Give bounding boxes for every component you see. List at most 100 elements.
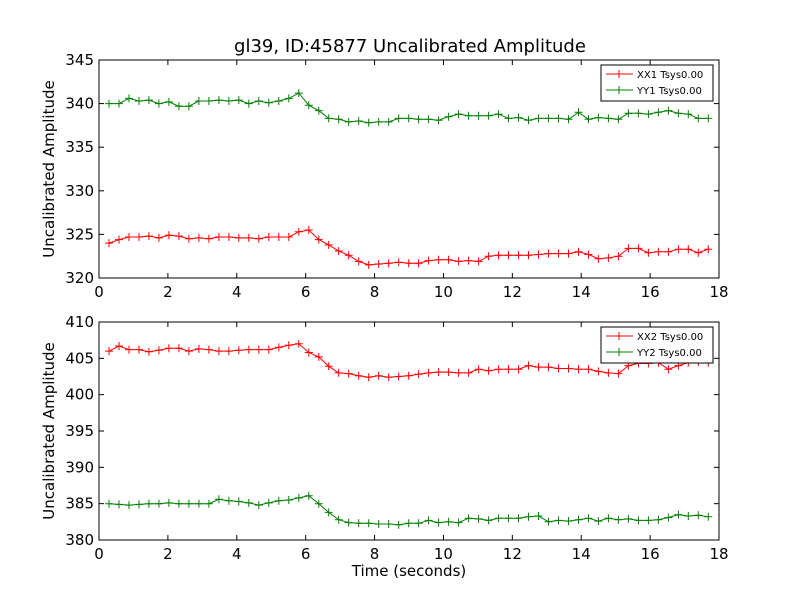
data-point <box>274 343 283 352</box>
legend-entry: XX2 Tsys0.00 <box>637 332 703 343</box>
y-tick-label: 320 <box>65 269 94 287</box>
data-point <box>684 110 693 119</box>
data-point <box>184 102 193 111</box>
data-point <box>564 364 573 373</box>
data-point <box>464 368 473 377</box>
data-point <box>644 110 653 119</box>
data-point <box>464 514 473 523</box>
data-point <box>174 499 183 508</box>
data-point <box>384 259 393 268</box>
data-point <box>704 512 713 521</box>
y-axis-label: Uncalibrated Amplitude <box>40 80 58 257</box>
data-point <box>294 227 303 236</box>
data-point <box>164 97 173 106</box>
y-tick-label: 335 <box>65 138 94 156</box>
series-2-2 <box>105 491 713 529</box>
data-point <box>135 233 143 241</box>
data-point <box>254 501 263 510</box>
x-tick-label: 12 <box>503 545 522 563</box>
y-tick-label: 345 <box>65 51 94 69</box>
data-point <box>105 347 113 356</box>
legend-box <box>600 64 714 102</box>
data-point <box>264 498 273 507</box>
legend-entry: YY1 Tsys0.00 <box>636 86 702 97</box>
data-point <box>135 500 143 509</box>
data-point <box>125 501 133 510</box>
data-point <box>194 233 203 242</box>
data-point <box>234 346 243 355</box>
data-point <box>664 247 673 256</box>
data-point <box>334 368 343 377</box>
data-point <box>115 99 123 108</box>
data-point <box>254 234 263 243</box>
data-point <box>344 369 353 378</box>
data-point <box>184 347 193 356</box>
data-point <box>494 110 503 119</box>
data-point <box>604 514 613 523</box>
data-point <box>364 118 373 127</box>
data-point <box>374 260 383 268</box>
data-point <box>674 245 683 254</box>
y-tick-label: 385 <box>65 495 94 513</box>
data-point <box>115 500 123 509</box>
data-point <box>674 109 683 118</box>
y-tick-label: 405 <box>65 349 94 367</box>
data-point <box>344 251 353 260</box>
data-point <box>494 365 503 374</box>
data-point <box>394 372 403 381</box>
data-point <box>334 115 343 124</box>
data-point <box>144 347 153 356</box>
data-point <box>624 514 633 523</box>
data-point <box>434 255 443 264</box>
data-point <box>374 371 383 380</box>
data-point <box>694 114 703 123</box>
data-point <box>284 341 293 350</box>
data-point <box>554 114 563 123</box>
y-tick-label: 325 <box>65 225 94 243</box>
data-point <box>344 117 353 126</box>
data-point <box>194 97 203 105</box>
data-point <box>184 234 193 243</box>
data-point <box>654 247 663 256</box>
data-point <box>304 348 313 357</box>
x-tick-label: 0 <box>94 545 104 563</box>
data-point <box>274 233 283 241</box>
legend-entry: YY2 Tsys0.00 <box>636 348 702 359</box>
x-tick-label: 8 <box>370 545 380 563</box>
data-point <box>394 114 403 123</box>
data-point <box>164 344 173 353</box>
data-point <box>514 251 523 260</box>
data-point <box>574 365 583 374</box>
x-tick-label: 10 <box>434 545 453 563</box>
data-point <box>324 114 333 123</box>
x-tick-label: 8 <box>370 283 380 301</box>
y-tick-label: 410 <box>65 313 94 331</box>
data-point <box>614 252 623 261</box>
x-tick-label: 14 <box>572 283 591 301</box>
data-point <box>384 117 393 126</box>
data-point <box>524 116 533 125</box>
data-point <box>624 244 633 253</box>
data-point <box>204 499 213 508</box>
data-point <box>284 233 293 241</box>
data-point <box>614 369 623 378</box>
data-point <box>334 247 343 255</box>
legend-entry: XX1 Tsys0.00 <box>637 70 703 81</box>
data-point <box>424 516 433 525</box>
data-point <box>494 251 503 260</box>
x-tick-label: 14 <box>572 545 591 563</box>
data-point <box>634 109 643 118</box>
y-tick-label: 330 <box>65 182 94 200</box>
data-point <box>424 256 433 265</box>
subplot-2: 0 2 4 6 8 10 12 14 16 18 380 385 390 395 400 405 410 Unca… <box>40 313 729 580</box>
data-point <box>304 491 313 500</box>
data-point <box>194 344 203 353</box>
data-point <box>594 113 603 122</box>
data-point <box>544 517 553 526</box>
data-point <box>404 259 413 268</box>
data-point <box>494 514 503 523</box>
data-point <box>604 368 613 377</box>
data-point <box>504 514 513 523</box>
data-point <box>444 112 453 121</box>
data-point <box>394 520 403 529</box>
